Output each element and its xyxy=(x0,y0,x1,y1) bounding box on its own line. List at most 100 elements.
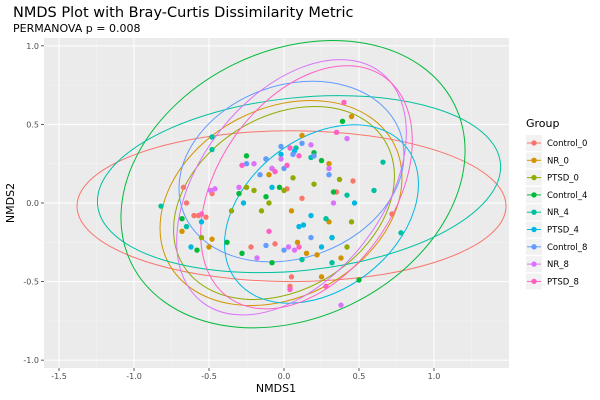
point-control-4 xyxy=(224,239,230,245)
point-nr-8 xyxy=(326,165,332,172)
point-control-4 xyxy=(179,216,185,222)
point-ptsd-0 xyxy=(258,208,265,214)
point-nr-8 xyxy=(254,255,260,261)
legend-item-control-4: Control_4 xyxy=(526,186,587,203)
point-control-8 xyxy=(299,140,305,146)
legend-key-point xyxy=(531,261,537,267)
point-nr-8 xyxy=(251,161,257,167)
point-ptsd-0 xyxy=(290,175,296,181)
point-nr-8 xyxy=(338,302,344,308)
point-ptsd-8 xyxy=(296,153,302,159)
point-ptsd-8 xyxy=(333,129,340,135)
point-ptsd-8 xyxy=(198,211,205,217)
point-control-8 xyxy=(311,153,317,159)
legend: Control_0 NR_0 PTSD_0 Control_4 NR_4 PTSD_4 Co… xyxy=(526,135,587,290)
point-nr-4 xyxy=(371,187,377,194)
ellipse-ptsd-0 xyxy=(173,105,395,301)
point-nr-8 xyxy=(344,135,350,142)
point-ptsd-4 xyxy=(269,184,275,190)
point-ptsd-4 xyxy=(198,219,205,225)
legend-key-point xyxy=(531,157,537,163)
point-nr-0 xyxy=(314,252,320,258)
legend-label: NR_0 xyxy=(547,156,569,166)
point-control-0 xyxy=(389,211,395,217)
point-nr-4 xyxy=(299,256,305,263)
point-nr-0 xyxy=(266,172,272,178)
point-nr-8 xyxy=(308,142,314,148)
legend-item-nr-8: NR_8 xyxy=(526,256,569,273)
x-tick-label: -1.5 xyxy=(51,372,67,381)
point-control-0 xyxy=(191,212,197,219)
grid xyxy=(44,38,509,368)
ellipse-ptsd-8 xyxy=(200,65,413,310)
point-control-4 xyxy=(239,250,245,256)
point-nr-0 xyxy=(209,236,215,242)
point-nr-0 xyxy=(338,255,344,261)
point-nr-8 xyxy=(207,187,214,194)
point-nr-4 xyxy=(183,223,190,230)
point-ptsd-8 xyxy=(341,99,347,106)
legend-title: Group xyxy=(526,117,560,130)
point-control-4 xyxy=(263,194,269,200)
point-ptsd-8 xyxy=(266,228,272,234)
point-control-4 xyxy=(356,277,362,283)
point-nr-8 xyxy=(278,156,284,162)
point-nr-4 xyxy=(344,192,350,198)
y-tick-label: -0.5 xyxy=(23,278,39,287)
legend-key-point xyxy=(531,244,537,250)
legend-key-point xyxy=(531,140,537,146)
ellipse-control-4 xyxy=(120,39,466,329)
ellipse-nr-4 xyxy=(96,95,502,274)
point-nr-0 xyxy=(348,113,355,120)
point-control-0 xyxy=(350,178,356,184)
point-nr-8 xyxy=(285,244,292,250)
point-ptsd-0 xyxy=(281,187,287,194)
chart-subtitle: PERMANOVA p = 0.008 xyxy=(13,22,140,35)
point-nr-8 xyxy=(212,186,218,192)
point-control-0 xyxy=(272,241,278,247)
point-ptsd-4 xyxy=(329,234,335,241)
x-tick-label: 0.5 xyxy=(353,372,366,381)
legend-label: PTSD_4 xyxy=(547,226,579,236)
y-axis-title: NMDS2 xyxy=(4,183,17,223)
legend-key-point xyxy=(531,278,537,285)
point-control-8 xyxy=(257,172,263,178)
x-tick-label: -1.0 xyxy=(126,372,142,381)
legend-label: Control_4 xyxy=(547,191,587,201)
point-ptsd-0 xyxy=(251,187,257,194)
ellipse-control-8 xyxy=(178,80,405,263)
point-ptsd-4 xyxy=(300,222,307,228)
point-control-4 xyxy=(339,118,346,124)
legend-item-ptsd-0: PTSD_0 xyxy=(526,169,579,186)
point-ptsd-4 xyxy=(308,212,314,219)
point-control-8 xyxy=(281,247,287,253)
point-ptsd-0 xyxy=(198,234,205,241)
point-ptsd-8 xyxy=(239,162,245,168)
point-control-0 xyxy=(299,195,305,201)
point-nr-4 xyxy=(380,159,386,165)
point-control-4 xyxy=(236,190,242,197)
legend-label: Control_0 xyxy=(547,139,587,149)
point-ptsd-0 xyxy=(243,184,250,190)
point-control-4 xyxy=(330,189,337,195)
legend-key-point xyxy=(531,226,537,233)
point-control-4 xyxy=(269,260,275,266)
point-ptsd-0 xyxy=(228,208,235,214)
point-nr-0 xyxy=(294,239,301,245)
y-tick-label: -1.0 xyxy=(23,356,39,365)
ellipse-ptsd-4 xyxy=(224,124,419,304)
point-nr-0 xyxy=(303,250,310,256)
point-ptsd-0 xyxy=(311,181,317,187)
ellipse-control-0 xyxy=(76,130,507,283)
point-nr-4 xyxy=(323,216,329,222)
point-nr-8 xyxy=(236,184,242,190)
x-tick-label: 0.0 xyxy=(278,372,291,381)
point-control-8 xyxy=(308,234,314,241)
point-control-8 xyxy=(278,143,284,150)
point-nr-8 xyxy=(291,247,298,253)
y-tick-label: 1.0 xyxy=(26,42,39,51)
point-nr-4 xyxy=(158,203,164,209)
point-control-0 xyxy=(183,200,190,206)
legend-item-ptsd-4: PTSD_4 xyxy=(526,221,579,238)
